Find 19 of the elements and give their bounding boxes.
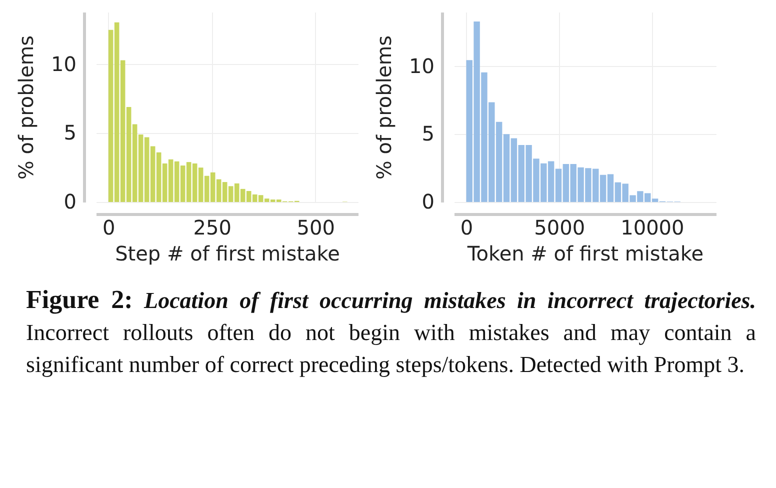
x-axis-title: Step # of first mistake xyxy=(115,242,340,266)
y-axis-title: % of problems xyxy=(14,35,38,180)
x-axis-title: Token # of first mistake xyxy=(466,242,704,266)
caption: Figure 2: xyxy=(26,285,133,314)
x-tick-label: 10000 xyxy=(620,216,684,240)
y-tick-label: 0 xyxy=(64,190,76,214)
text: Location of first occurring mistakes in incorrect trajectories. xyxy=(144,288,756,313)
x-tick-label: 0 xyxy=(460,216,474,240)
x-tick-label: 250 xyxy=(193,216,232,240)
y-tick-label: 10 xyxy=(409,54,434,78)
text: Incorrect rollouts often do not begin with mistakes and may contain a significant number of correct preceding steps/tokens. Detected with Prompt 3. xyxy=(26,320,756,377)
y-axis-title: % of problems xyxy=(372,35,396,180)
x-tick-label: 5000 xyxy=(534,216,586,240)
y-tick-label: 0 xyxy=(422,190,434,214)
x-tick-label: 500 xyxy=(296,216,335,240)
x-tick-label: 0 xyxy=(102,216,116,240)
y-tick-label: 5 xyxy=(64,120,76,145)
y-tick-label: 10 xyxy=(51,52,76,76)
y-tick-label: 5 xyxy=(422,122,434,146)
